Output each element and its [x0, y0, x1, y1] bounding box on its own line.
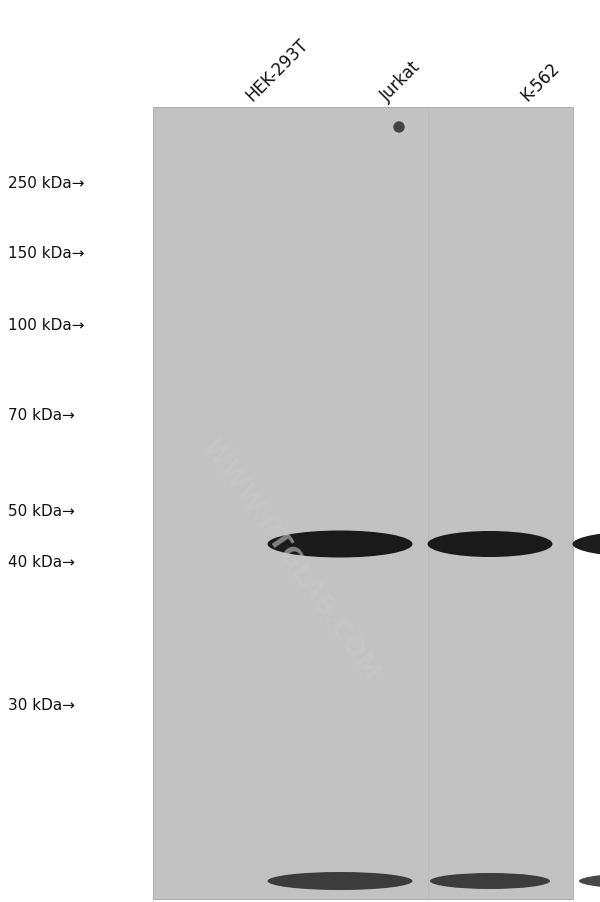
Circle shape	[394, 123, 404, 133]
Text: 100 kDa→: 100 kDa→	[8, 318, 85, 333]
Text: 250 kDa→: 250 kDa→	[8, 175, 85, 190]
Bar	[153, 108, 573, 899]
Ellipse shape	[572, 531, 600, 557]
Text: 150 kDa→: 150 kDa→	[8, 246, 85, 262]
Text: Jurkat: Jurkat	[377, 58, 424, 105]
Text: 30 kDa→: 30 kDa→	[8, 698, 75, 713]
Text: HEK-293T: HEK-293T	[242, 36, 311, 105]
Ellipse shape	[268, 872, 413, 890]
Ellipse shape	[268, 531, 413, 557]
Ellipse shape	[427, 531, 553, 557]
Text: 50 kDa→: 50 kDa→	[8, 504, 75, 519]
Text: 40 kDa→: 40 kDa→	[8, 555, 75, 570]
Ellipse shape	[579, 873, 600, 889]
Text: WWW.PTGLAB.COM: WWW.PTGLAB.COM	[196, 433, 384, 686]
Ellipse shape	[430, 873, 550, 889]
Text: 70 kDa→: 70 kDa→	[8, 408, 75, 423]
Text: K-562: K-562	[517, 60, 563, 105]
